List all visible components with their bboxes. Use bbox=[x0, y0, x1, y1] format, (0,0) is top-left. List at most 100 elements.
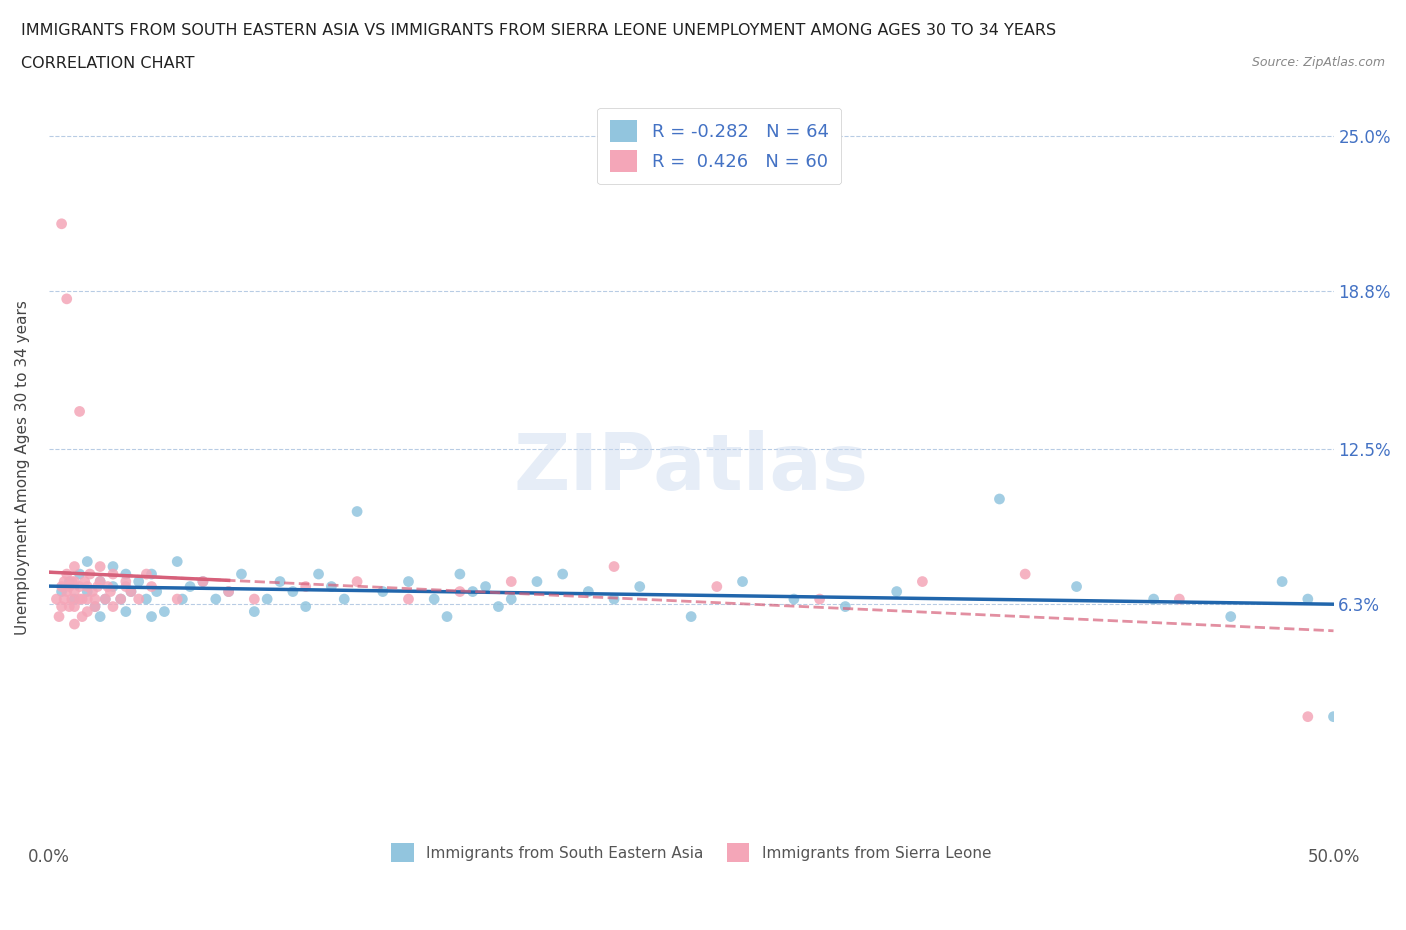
Point bbox=[321, 579, 343, 594]
Text: Source: ZipAtlas.com: Source: ZipAtlas.com bbox=[1251, 56, 1385, 69]
Point bbox=[706, 579, 728, 594]
Point bbox=[101, 559, 124, 574]
Point bbox=[603, 591, 626, 606]
Point bbox=[70, 609, 93, 624]
Point bbox=[808, 591, 831, 606]
Point bbox=[461, 584, 484, 599]
Point bbox=[231, 566, 253, 581]
Point bbox=[94, 591, 117, 606]
Point bbox=[89, 559, 111, 574]
Point bbox=[82, 584, 104, 599]
Point bbox=[69, 591, 91, 606]
Point bbox=[101, 599, 124, 614]
Point bbox=[70, 591, 93, 606]
Point bbox=[114, 604, 136, 619]
Point bbox=[294, 579, 316, 594]
Point bbox=[141, 566, 163, 581]
Point bbox=[294, 599, 316, 614]
Point bbox=[55, 291, 77, 306]
Point bbox=[84, 591, 107, 606]
Y-axis label: Unemployment Among Ages 30 to 34 years: Unemployment Among Ages 30 to 34 years bbox=[15, 300, 30, 635]
Point bbox=[135, 591, 157, 606]
Point bbox=[89, 609, 111, 624]
Point bbox=[53, 574, 76, 589]
Point bbox=[1296, 591, 1319, 606]
Point bbox=[55, 584, 77, 599]
Point bbox=[86, 579, 108, 594]
Point bbox=[576, 584, 599, 599]
Point bbox=[51, 217, 73, 232]
Point bbox=[73, 574, 96, 589]
Point bbox=[474, 579, 496, 594]
Point bbox=[101, 579, 124, 594]
Point bbox=[63, 574, 86, 589]
Point bbox=[911, 574, 934, 589]
Point bbox=[69, 404, 91, 418]
Point bbox=[110, 591, 132, 606]
Point bbox=[551, 566, 574, 581]
Point bbox=[63, 559, 86, 574]
Point bbox=[45, 591, 67, 606]
Point bbox=[76, 554, 98, 569]
Point bbox=[69, 579, 91, 594]
Point bbox=[76, 579, 98, 594]
Point bbox=[834, 599, 856, 614]
Point bbox=[398, 574, 420, 589]
Point bbox=[60, 574, 83, 589]
Point bbox=[191, 574, 214, 589]
Point bbox=[1322, 710, 1344, 724]
Point bbox=[145, 584, 167, 599]
Point bbox=[243, 604, 266, 619]
Point bbox=[76, 584, 98, 599]
Point bbox=[486, 599, 509, 614]
Point bbox=[243, 591, 266, 606]
Point bbox=[333, 591, 356, 606]
Point bbox=[731, 574, 754, 589]
Legend: Immigrants from South Eastern Asia, Immigrants from Sierra Leone: Immigrants from South Eastern Asia, Immi… bbox=[384, 836, 998, 870]
Point bbox=[1168, 591, 1191, 606]
Point bbox=[1271, 574, 1294, 589]
Point bbox=[603, 559, 626, 574]
Point bbox=[97, 579, 120, 594]
Point bbox=[48, 609, 70, 624]
Point bbox=[79, 566, 101, 581]
Point bbox=[63, 591, 86, 606]
Point bbox=[114, 579, 136, 594]
Point bbox=[501, 574, 523, 589]
Point bbox=[886, 584, 908, 599]
Point bbox=[120, 584, 142, 599]
Point bbox=[141, 579, 163, 594]
Point bbox=[1219, 609, 1241, 624]
Point bbox=[988, 492, 1011, 507]
Point bbox=[281, 584, 304, 599]
Point bbox=[449, 566, 471, 581]
Point bbox=[60, 591, 83, 606]
Point bbox=[89, 574, 111, 589]
Point bbox=[110, 591, 132, 606]
Point bbox=[204, 591, 226, 606]
Point bbox=[89, 574, 111, 589]
Text: ZIPatlas: ZIPatlas bbox=[513, 430, 869, 506]
Point bbox=[63, 584, 86, 599]
Point bbox=[63, 599, 86, 614]
Point bbox=[526, 574, 548, 589]
Point bbox=[100, 584, 122, 599]
Point bbox=[120, 584, 142, 599]
Point bbox=[179, 579, 201, 594]
Point bbox=[218, 584, 240, 599]
Point bbox=[84, 599, 107, 614]
Point bbox=[346, 574, 368, 589]
Point bbox=[1296, 710, 1319, 724]
Text: CORRELATION CHART: CORRELATION CHART bbox=[21, 56, 194, 71]
Point bbox=[114, 574, 136, 589]
Point bbox=[166, 554, 188, 569]
Point bbox=[69, 566, 91, 581]
Point bbox=[128, 574, 150, 589]
Point bbox=[53, 591, 76, 606]
Point bbox=[153, 604, 176, 619]
Point bbox=[141, 609, 163, 624]
Point bbox=[166, 591, 188, 606]
Point bbox=[256, 591, 278, 606]
Point bbox=[423, 591, 446, 606]
Point bbox=[51, 599, 73, 614]
